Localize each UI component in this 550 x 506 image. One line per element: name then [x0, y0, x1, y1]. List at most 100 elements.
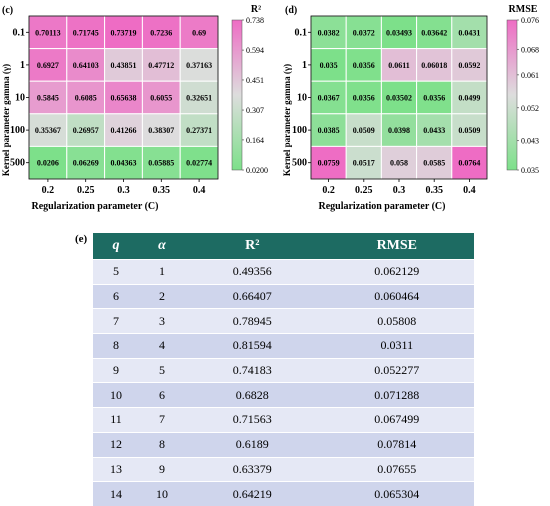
table-cell: 0.067499 — [319, 407, 474, 433]
heatmap-cell — [104, 145, 143, 180]
table-row: 8 4 0.81594 0.0311 — [93, 333, 474, 359]
heatmap-cell-label: 0.0509 — [353, 126, 375, 135]
heatmap-cell — [345, 113, 382, 147]
table-header-cell: R² — [184, 233, 320, 260]
heatmap-cell-label: 0.0372 — [353, 28, 375, 37]
table-cell: 0.060464 — [319, 283, 474, 309]
table-row: 13 9 0.63379 0.07655 — [93, 456, 474, 482]
table-header-cell: RMSE — [319, 233, 474, 260]
table-cell: 0.071288 — [319, 382, 474, 408]
table-cell: 0.052277 — [319, 357, 474, 383]
y-axis-title-d: Kernel parameter gamma (γ) — [282, 64, 292, 176]
heatmap-cell-label: 0.6927 — [37, 61, 59, 70]
heatmap-cell-label: 0.058 — [390, 159, 408, 168]
colorbar-title: R² — [251, 4, 261, 15]
heatmap-cell — [104, 113, 143, 147]
heatmap-cell-label: 0.0431 — [458, 28, 480, 37]
colorbar — [506, 19, 518, 171]
heatmap-cell — [451, 145, 488, 180]
table-cell: 9 — [93, 357, 139, 383]
heatmap-cell-label: 0.0206 — [37, 159, 59, 168]
table-cell: 0.71563 — [184, 407, 320, 433]
panel-label-e: (e) — [75, 233, 88, 245]
table-cell: 0.065304 — [319, 481, 474, 506]
heatmap-cell-label: 0.5845 — [37, 94, 59, 103]
table-row: 11 7 0.71563 0.067499 — [93, 407, 474, 433]
table-cell: 7 — [93, 308, 139, 334]
table-cell: 1 — [138, 259, 185, 285]
y-tick-label: 0.1 — [295, 27, 308, 38]
heatmap-cell-label: 0.0385 — [318, 126, 340, 135]
table-row: 9 5 0.74183 0.052277 — [93, 357, 474, 383]
heatmap-cell-label: 0.0592 — [458, 61, 480, 70]
table-cell: 0.74183 — [184, 357, 320, 383]
heatmap-cell — [28, 48, 68, 82]
table-cell: 0.07814 — [319, 431, 474, 457]
heatmap-cell-label: 0.02774 — [186, 159, 212, 168]
heatmap-cell — [179, 145, 219, 180]
table-cell: 0.49356 — [184, 259, 320, 285]
heatmap-cell-label: 0.0499 — [458, 94, 480, 103]
heatmap-cell-label: 0.0356 — [353, 61, 375, 70]
table-cell: 0.07655 — [319, 456, 474, 482]
table-cell: 8 — [138, 431, 185, 457]
heatmap-cell-label: 0.69 — [192, 28, 206, 37]
heatmap-cell-label: 0.73719 — [111, 28, 137, 37]
heatmap-cell — [451, 15, 488, 50]
table-cell: 4 — [138, 333, 185, 359]
results-table: q α R² RMSE 5 1 0.49356 0.062129 6 2 0.66407 0.060… — [93, 233, 474, 506]
figure-canvas: (c) Kernel parameter gamma (γ) Regulariz… — [1, 4, 539, 212]
heatmap-cell — [416, 80, 453, 115]
table-cell: 3 — [138, 308, 185, 334]
colorbar — [231, 19, 243, 171]
colorbar-tick-label: 0.0200 — [246, 166, 268, 175]
table-cell: 0.63379 — [184, 456, 320, 482]
x-tick-label: 0.3 — [393, 185, 406, 196]
heatmap-cell-label: 0.035 — [320, 61, 338, 70]
x-tick-label: 0.35 — [153, 185, 171, 196]
heatmap-cell-label: 0.35367 — [35, 126, 61, 135]
x-tick-label: 0.25 — [77, 185, 95, 196]
table-cell: 11 — [93, 407, 139, 433]
table-row: 6 2 0.66407 0.060464 — [93, 283, 474, 309]
colorbar-tick-label: 0.068 — [521, 45, 539, 54]
heatmap-cell-label: 0.03642 — [421, 28, 447, 37]
colorbar-tick-label: 0.738 — [246, 16, 264, 25]
heatmap-cell-label: 0.0398 — [388, 126, 410, 135]
heatmap-panel-r2: (c) Kernel parameter gamma (γ) Regulariz… — [1, 4, 268, 212]
heatmap-panel-rmse: (d) Kernel parameter gamma (γ) Regulariz… — [282, 4, 539, 212]
x-axis-title-d: Regularization parameter (C) — [318, 201, 445, 212]
table-row: 14 10 0.64219 0.065304 — [93, 481, 474, 506]
table-cell: 10 — [138, 481, 185, 506]
heatmap-cell-label: 0.70113 — [35, 28, 61, 37]
heatmap-cell-label: 0.06269 — [73, 159, 99, 168]
heatmap-cell — [141, 113, 181, 147]
heatmap-cell — [104, 80, 143, 115]
y-tick-label: 10 — [297, 93, 307, 104]
heatmap-cell — [141, 48, 181, 82]
colorbar-tick-label: 0.307 — [246, 106, 264, 115]
heatmap-cell — [451, 48, 488, 82]
table-row: 5 1 0.49356 0.062129 — [93, 259, 474, 285]
table-cell: 6 — [93, 283, 139, 309]
table-cell: 7 — [138, 407, 185, 433]
table-cell: 8 — [93, 333, 139, 359]
heatmap-cell-label: 0.0759 — [318, 159, 340, 168]
table-cell: 0.66407 — [184, 283, 320, 309]
table-row: 7 3 0.78945 0.05808 — [93, 308, 474, 334]
heatmap-cell-label: 0.26957 — [73, 126, 99, 135]
heatmap-cell — [345, 145, 382, 180]
heatmap-cell-label: 0.04363 — [111, 159, 137, 168]
heatmap-cell — [416, 113, 453, 147]
table-cell: 0.78945 — [184, 308, 320, 334]
table-cell: 9 — [138, 456, 185, 482]
table-cell: 0.6828 — [184, 382, 320, 408]
table-cell: 13 — [93, 456, 139, 482]
heatmap-cell-label: 0.0356 — [423, 94, 445, 103]
table-cell: 5 — [93, 259, 139, 285]
heatmap-cell-label: 0.37163 — [186, 61, 212, 70]
colorbar-tick-label: 0.076 — [521, 16, 539, 25]
table-cell: 0.0311 — [319, 333, 474, 359]
colorbar-tick-label: 0.043 — [521, 137, 539, 146]
table-cell: 14 — [93, 481, 139, 506]
